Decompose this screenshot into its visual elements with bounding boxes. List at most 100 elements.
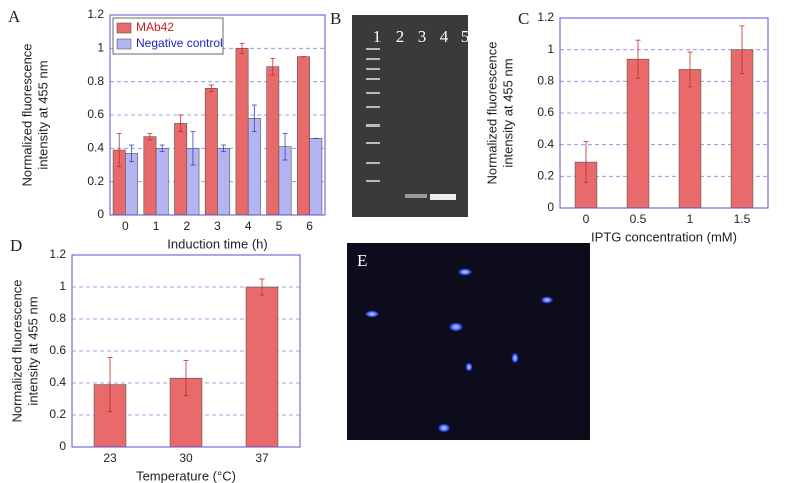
bar	[297, 56, 310, 216]
y-axis-label: intensity at 455 nm	[25, 296, 40, 405]
lane-label: 2	[396, 27, 405, 46]
x-tick-label: 1	[687, 212, 694, 226]
error-bar	[107, 356, 113, 413]
bar	[217, 148, 231, 216]
x-tick-label: 0	[122, 219, 129, 233]
bar	[155, 148, 169, 216]
bar	[204, 88, 218, 216]
y-axis-label: Normalized fluorescence	[484, 41, 499, 184]
error-bar	[208, 84, 214, 93]
y-tick-label: 1.2	[49, 247, 66, 261]
x-axis-label: Temperature (°C)	[136, 468, 236, 483]
x-tick-label: 3	[214, 219, 221, 233]
micrograph-image	[347, 243, 590, 440]
lane-label: 1	[373, 27, 382, 46]
bar	[143, 136, 157, 216]
bar	[245, 286, 279, 448]
y-tick-label: 0	[59, 439, 66, 453]
gel-band	[405, 194, 427, 198]
y-tick-label: 1.2	[537, 10, 554, 24]
x-tick-label: 4	[245, 219, 252, 233]
error-bar	[190, 131, 196, 166]
bar	[235, 48, 249, 216]
error-bar	[159, 144, 165, 153]
legend-label: MAb42	[136, 20, 174, 34]
error-bar	[129, 144, 134, 163]
error-bar	[583, 141, 589, 184]
panel-label: A	[8, 7, 21, 26]
x-tick-label: 1.5	[734, 212, 751, 226]
y-tick-label: 0.4	[87, 141, 104, 155]
x-tick-label: 5	[276, 219, 283, 233]
bar	[125, 153, 138, 216]
y-tick-label: 0	[97, 207, 104, 221]
error-bar	[116, 132, 122, 168]
gel-image	[352, 15, 468, 217]
y-tick-label: 0.6	[49, 343, 66, 357]
error-bar	[739, 25, 745, 74]
error-bar	[259, 278, 265, 296]
bar	[247, 118, 261, 216]
plot-frame	[559, 17, 769, 209]
y-axis-label: intensity at 455 nm	[500, 58, 515, 167]
legend-swatch	[116, 22, 132, 34]
plot-frame	[109, 14, 326, 216]
error-bar	[251, 104, 257, 133]
y-tick-label: 0.4	[49, 375, 66, 389]
y-axis-label: Normalized fluorescence	[9, 279, 24, 422]
y-axis-label: intensity at 455 nm	[35, 60, 50, 169]
x-tick-label: 0	[583, 212, 590, 226]
panel-label: E	[357, 251, 367, 270]
error-bar	[147, 132, 153, 141]
x-tick-label: 0.5	[630, 212, 647, 226]
bar	[626, 58, 650, 209]
bar	[678, 69, 702, 209]
gel-panel: B	[330, 9, 468, 217]
x-tick-label: 1	[153, 219, 160, 233]
y-tick-label: 0.8	[537, 74, 554, 88]
y-tick-label: 1.2	[87, 7, 104, 21]
gel-band	[430, 194, 456, 200]
legend-swatch	[116, 38, 132, 50]
y-tick-label: 0.2	[537, 169, 554, 183]
x-tick-label: 23	[103, 451, 117, 465]
error-bar	[270, 57, 276, 76]
lane-label: 4	[440, 27, 449, 46]
panel-label: C	[518, 9, 529, 28]
x-axis-label: Induction time (h)	[167, 236, 267, 251]
error-bar	[239, 42, 245, 54]
y-tick-label: 0.6	[537, 105, 554, 119]
y-tick-label: 0.4	[537, 137, 554, 151]
x-tick-label: 30	[179, 451, 193, 465]
y-tick-label: 1	[59, 279, 66, 293]
y-tick-label: 0.2	[87, 174, 104, 188]
y-tick-label: 1	[97, 41, 104, 55]
error-bar	[183, 360, 189, 397]
y-tick-label: 0.6	[87, 107, 104, 121]
y-tick-label: 1	[547, 42, 554, 56]
panel-label: D	[10, 236, 22, 255]
bar	[174, 123, 188, 216]
error-bar	[687, 51, 693, 88]
x-tick-label: 2	[183, 219, 190, 233]
y-tick-label: 0.8	[49, 311, 66, 325]
error-bar	[635, 39, 641, 79]
error-bar	[282, 132, 288, 161]
legend-box	[112, 17, 224, 55]
y-axis-label: Normalized fluorescence	[19, 43, 34, 186]
ladder	[366, 48, 380, 182]
error-bar	[221, 144, 227, 153]
y-tick-label: 0	[547, 200, 554, 214]
y-tick-label: 0.2	[49, 407, 66, 421]
bar	[266, 66, 280, 216]
legend-label: Negative control	[136, 36, 223, 50]
plot-frame	[71, 254, 301, 448]
x-tick-label: 6	[306, 219, 313, 233]
lane-label: 3	[418, 27, 427, 46]
micrograph-panel: E	[347, 243, 590, 440]
cells	[364, 268, 554, 433]
x-axis-label: IPTG concentration (mM)	[591, 229, 737, 244]
x-tick-label: 37	[255, 451, 269, 465]
bar	[309, 138, 323, 216]
